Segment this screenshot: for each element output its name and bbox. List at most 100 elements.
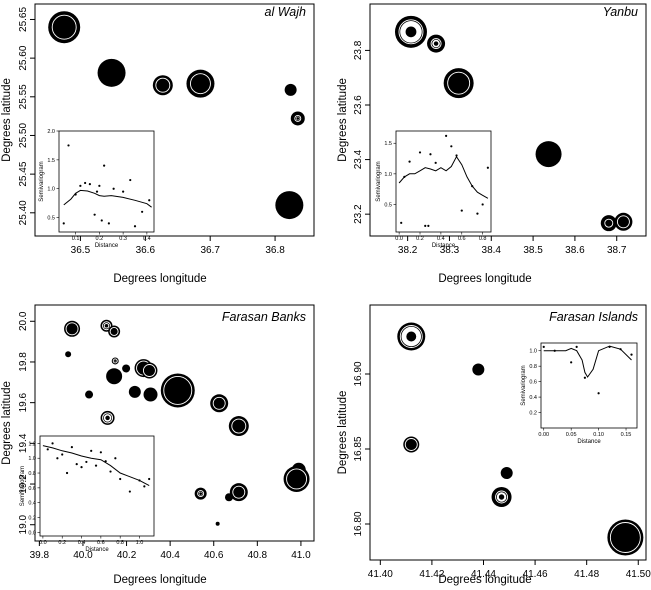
inset-point — [429, 153, 432, 156]
inset-y-tick-label: 2.0 — [47, 129, 55, 135]
inset-point — [424, 224, 427, 227]
y-tick-label: 23.6 — [353, 95, 364, 115]
inset-y-tick-label: 1.5 — [47, 158, 55, 164]
inset-point — [486, 166, 489, 169]
inset-point — [148, 199, 151, 202]
x-tick-label: 41.44 — [471, 569, 496, 580]
marker-center — [405, 26, 417, 38]
inset-y-tick-label: 1.0 — [47, 187, 55, 193]
inset-point — [630, 353, 633, 356]
marker-outer — [65, 351, 72, 358]
x-tick-label: 36.5 — [71, 245, 91, 256]
marker-center — [104, 323, 109, 328]
x-tick-label: 38.3 — [440, 245, 460, 256]
inset-x-tick-label: 0.00 — [538, 432, 549, 438]
site-marker — [228, 416, 249, 437]
y-tick-label: 23.2 — [353, 204, 364, 224]
inset-y-label: Semivariogram — [376, 161, 382, 201]
x-tick-label: 40.6 — [204, 550, 224, 561]
plot-frame — [369, 304, 647, 561]
inset-point — [85, 460, 88, 464]
inset-point — [88, 182, 91, 186]
x-tick-label: 38.4 — [482, 245, 502, 256]
marker-ring — [398, 19, 424, 45]
y-tick-label: 16.90 — [353, 361, 364, 386]
marker-center — [406, 331, 417, 342]
x-tick-label: 40.2 — [117, 550, 137, 561]
site-marker — [122, 364, 131, 373]
site-marker — [535, 141, 562, 168]
site-marker — [443, 68, 474, 99]
inset-x-tick-label: 1.0 — [136, 540, 144, 546]
semivariogram-inset: 0.00 0.05 0.10 0.15 0.2 0.4 0.6 0.8 1.0 Distance S… — [521, 342, 638, 445]
inset-x-tick-label: 0.2 — [96, 236, 104, 242]
site-marker — [290, 111, 305, 126]
inset-point — [575, 345, 578, 348]
inset-point — [62, 222, 65, 225]
site-marker — [194, 487, 207, 500]
marker-ring — [286, 468, 308, 490]
x-tick-label: 38.7 — [607, 245, 627, 256]
site-marker — [224, 493, 233, 502]
site-marker — [215, 521, 220, 526]
marker-ring — [109, 326, 119, 336]
inset-x-tick-label: 0.4 — [143, 236, 151, 242]
inset-point — [400, 221, 403, 224]
inset-x-tick-label: 0.4 — [437, 236, 445, 242]
inset-y-label: Semivariogram — [20, 466, 26, 506]
x-axis-label: Degrees longitude — [113, 574, 206, 586]
marker-ring — [142, 364, 156, 377]
inset-point — [61, 453, 64, 456]
y-tick-label: 25.65 — [18, 7, 29, 32]
inset-x-tick-label: 0.8 — [116, 540, 124, 546]
marker-ring — [155, 77, 171, 93]
marker-outer — [215, 521, 220, 526]
inset-point — [148, 477, 151, 481]
inset-frame — [540, 342, 638, 429]
inset-point — [122, 190, 125, 193]
inset-y-tick-label: 0.6 — [28, 486, 36, 492]
site-marker — [160, 373, 195, 408]
inset-point — [427, 224, 430, 227]
marker-outer — [284, 83, 297, 96]
inset-point — [93, 213, 96, 216]
marker-ring — [112, 358, 118, 364]
inset-x-tick-label: 0.1 — [72, 236, 80, 242]
x-tick-label: 38.5 — [523, 245, 543, 256]
marker-outer — [607, 519, 644, 556]
inset-x-tick-label: 0.15 — [621, 432, 632, 438]
y-tick-label: 19.4 — [18, 433, 29, 453]
inset-point — [455, 154, 458, 157]
inset-x-tick-label: 0.05 — [566, 432, 577, 438]
marker-outer — [128, 385, 141, 398]
x-axis-label: Degrees longitude — [113, 273, 206, 285]
marker-outer — [443, 68, 474, 99]
inset-y-tick-label: 0.8 — [529, 364, 537, 370]
inset-y-tick-label: 0.4 — [529, 395, 537, 401]
marker-ring — [616, 215, 630, 229]
inset-point — [133, 225, 137, 228]
site-marker — [491, 487, 512, 507]
y-tick-label: 25.45 — [18, 161, 29, 186]
inset-point — [114, 457, 117, 460]
y-tick-label: 19.0 — [18, 515, 29, 535]
inset-y-tick-label: 0.4 — [28, 501, 36, 507]
inset-x-label: Distance — [577, 439, 601, 445]
panel-1: al Wajh 36.5 36.6 36.7 36.8 25.40 25.45 25.50 25… — [1, 3, 315, 285]
marker-outer — [224, 493, 233, 502]
inset-y-tick-label: 0.2 — [28, 515, 36, 521]
x-tick-label: 36.8 — [265, 245, 285, 256]
marker-ring — [430, 38, 442, 50]
x-tick-label: 40.8 — [248, 550, 268, 561]
inset-point — [597, 392, 600, 395]
site-marker — [394, 15, 427, 48]
marker-ring — [231, 418, 247, 434]
site-marker — [152, 75, 173, 96]
marker-ring — [51, 14, 77, 40]
marker-ring — [604, 218, 614, 228]
inset-y-tick-label: 0.5 — [47, 216, 55, 222]
inset-point — [46, 448, 49, 451]
inset-point — [476, 212, 479, 215]
inset-point — [70, 446, 73, 449]
site-marker — [500, 467, 513, 479]
